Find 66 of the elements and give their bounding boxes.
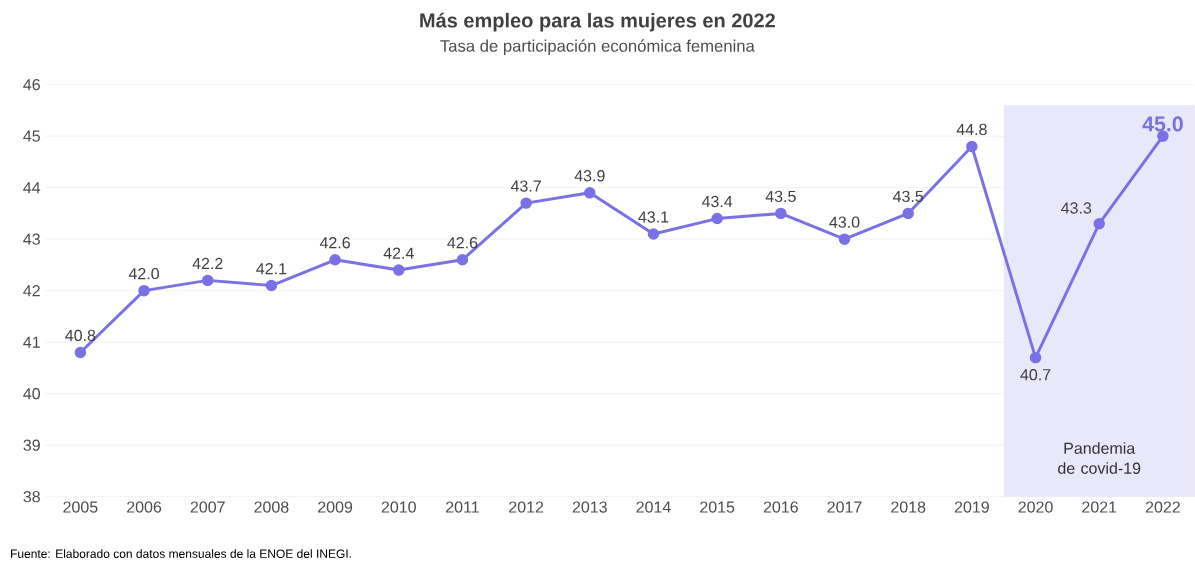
point xyxy=(74,346,87,359)
chart-subtitle: Tasa de participación económica femenina xyxy=(440,39,755,56)
data-label: 40.8 xyxy=(65,329,96,342)
x-tick-label: 2013 xyxy=(572,501,607,513)
x-tick-label: 2009 xyxy=(318,501,353,513)
point xyxy=(902,207,914,220)
data-label: 43.7 xyxy=(510,180,541,192)
x-tick-label: 2006 xyxy=(127,501,162,513)
y-tick-label: 38 xyxy=(23,491,40,503)
point xyxy=(966,140,978,153)
x-tick-label: 2019 xyxy=(954,501,989,513)
point xyxy=(838,233,851,246)
y-tick-label: 41 xyxy=(23,336,40,348)
x-tick-label: 2018 xyxy=(891,501,926,513)
point xyxy=(456,254,469,266)
data-label: 43.5 xyxy=(765,190,796,203)
point xyxy=(329,254,341,266)
point xyxy=(584,187,596,199)
data-label: 44.8 xyxy=(956,123,987,136)
x-tick-label: 2021 xyxy=(1082,501,1117,513)
data-label: 43.9 xyxy=(574,170,605,182)
y-tick-label: 44 xyxy=(23,182,41,194)
data-label: 42.4 xyxy=(383,247,414,259)
x-tick-label: 2015 xyxy=(700,501,735,513)
data-label: 42.6 xyxy=(319,237,350,249)
y-tick-label: 40 xyxy=(23,388,41,400)
point xyxy=(393,264,405,276)
point xyxy=(138,285,150,297)
data-label: 42.2 xyxy=(192,257,223,270)
x-tick-label: 2017 xyxy=(827,501,862,513)
x-tick-label: 2014 xyxy=(636,501,671,513)
point xyxy=(265,279,278,292)
x-tick-label: 2010 xyxy=(381,501,416,513)
x-tick-label: 2005 xyxy=(63,501,98,513)
data-label: 43.4 xyxy=(701,196,733,208)
point xyxy=(647,228,660,240)
data-label: 43.5 xyxy=(892,190,924,203)
x-tick-label: 2008 xyxy=(254,501,289,513)
y-tick-label: 45 xyxy=(23,130,40,142)
y-tick-label: 43 xyxy=(23,233,40,245)
x-tick-label: 2011 xyxy=(446,501,479,513)
x-tick-label: 2020 xyxy=(1018,501,1053,513)
data-label: 42.0 xyxy=(128,268,159,280)
point xyxy=(201,274,214,287)
x-tick-label: 2012 xyxy=(509,501,544,513)
point xyxy=(1029,352,1042,364)
x-tick-label: 2007 xyxy=(190,501,225,513)
data-label: 42.6 xyxy=(447,237,478,249)
data-label: 43.3 xyxy=(1061,202,1092,214)
y-tick-label: 39 xyxy=(23,439,40,451)
x-tick-label: 2016 xyxy=(763,501,798,513)
y-tick-label: 42 xyxy=(23,285,40,297)
data-label: 45.0 xyxy=(1142,116,1183,132)
y-tick-label: 46 xyxy=(23,79,40,91)
band-label: Pandemia de covid-19 xyxy=(1058,442,1141,475)
chart-title: Más empleo para las mujeres en 2022 xyxy=(420,12,775,32)
x-tick-label: 2022 xyxy=(1145,501,1180,513)
data-label: 43.0 xyxy=(829,216,860,228)
point xyxy=(1093,218,1105,230)
data-label: 40.7 xyxy=(1020,369,1051,381)
point xyxy=(520,197,532,210)
data-label: 42.1 xyxy=(256,263,287,275)
source-note: Fuente: Elaborado con datos mensuales de la ENOE del INEGI. xyxy=(11,549,351,559)
data-label: 43.1 xyxy=(638,211,669,223)
point xyxy=(775,207,787,220)
point xyxy=(711,212,723,225)
